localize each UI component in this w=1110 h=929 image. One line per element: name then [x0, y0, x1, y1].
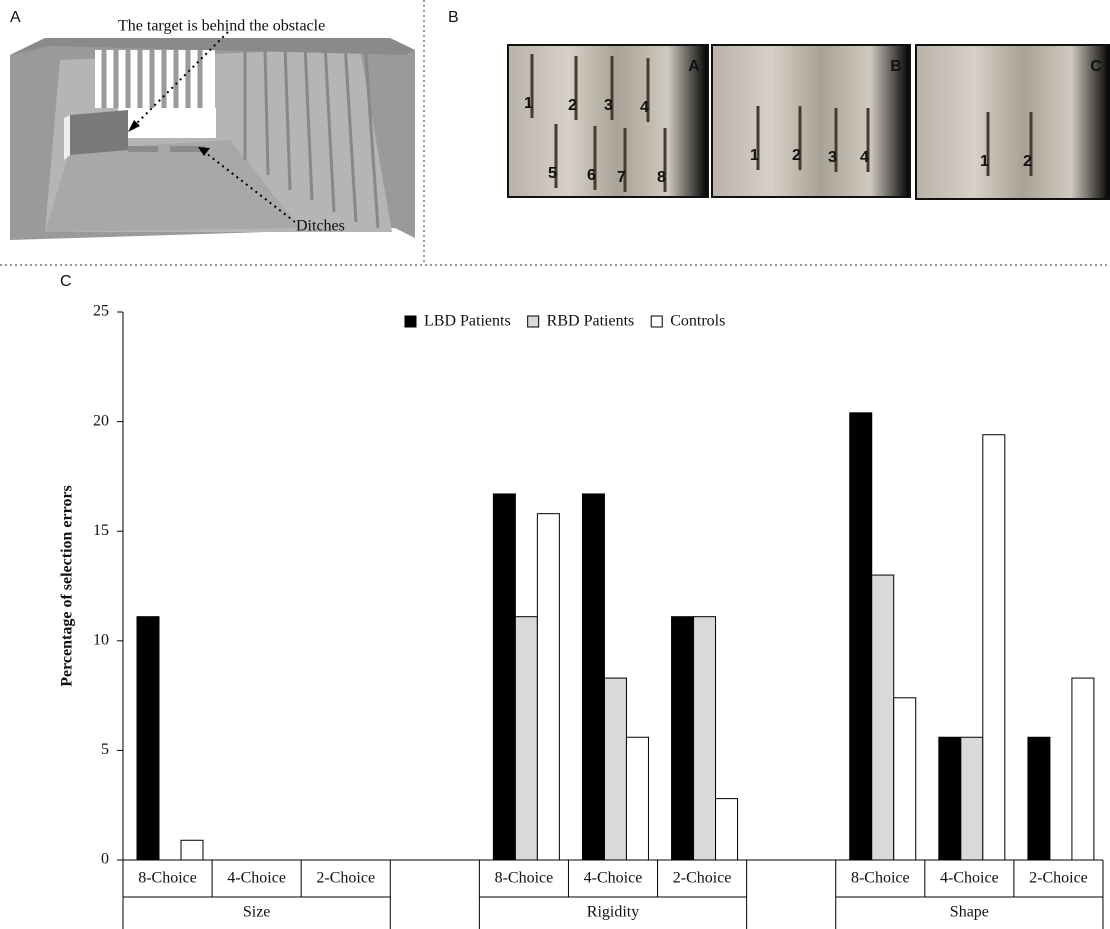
bar [894, 698, 916, 860]
bar [716, 799, 738, 860]
bar-chart: 0 5 10 15 20 25 Percentage of selection errors… [59, 303, 1103, 929]
legend-swatch [528, 316, 539, 327]
bar [672, 617, 694, 860]
photo [916, 45, 1110, 199]
y-tick-label: 10 [93, 631, 109, 648]
panel-label: C [60, 273, 72, 290]
y-axis-label: Percentage of selection errors [59, 485, 76, 687]
photo-label: A [688, 58, 700, 75]
photo-panel: 1 2 3 4 5 6 7 8 A 1 2 3 4 B 1 2 C [508, 45, 1110, 199]
legend-label: Controls [670, 313, 725, 330]
photo-number: 1 [750, 147, 759, 164]
photo-number: 8 [657, 169, 666, 186]
x-tick-label: 2-Choice [316, 870, 375, 887]
photo-number: 7 [617, 169, 626, 186]
x-tick-label: 2-Choice [1029, 870, 1088, 887]
group-label: Rigidity [587, 904, 639, 921]
bar [537, 514, 559, 860]
y-tick-label: 15 [93, 522, 109, 539]
x-tick-label: 4-Choice [227, 870, 286, 887]
photo-number: 2 [568, 97, 577, 114]
bar [1072, 678, 1094, 860]
photo-number: 6 [587, 167, 596, 184]
bar [872, 575, 894, 860]
panel-label: B [448, 9, 459, 26]
bar [1028, 737, 1050, 860]
photo-number: 1 [980, 153, 989, 170]
x-tick-label: 8-Choice [851, 870, 910, 887]
bar [181, 840, 203, 860]
y-tick-label: 5 [101, 741, 109, 758]
bar [694, 617, 716, 860]
figure: A B C The target is behind the obstacle … [0, 0, 1110, 929]
bar [983, 435, 1005, 860]
annotation: Ditches [296, 218, 345, 235]
photo-number: 3 [828, 149, 837, 166]
bar [604, 678, 626, 860]
photo-number: 4 [860, 149, 869, 166]
legend-label: LBD Patients [424, 313, 511, 330]
bar [515, 617, 537, 860]
photo-label: C [1090, 58, 1102, 75]
bar [582, 494, 604, 860]
group-label: Size [243, 904, 271, 921]
legend-swatch [651, 316, 662, 327]
photo-number: 1 [524, 95, 533, 112]
photo-number: 2 [792, 147, 801, 164]
x-tick-label: 4-Choice [584, 870, 643, 887]
photo [508, 45, 708, 197]
x-tick-label: 2-Choice [673, 870, 732, 887]
y-tick-label: 0 [101, 851, 109, 868]
annotation: The target is behind the obstacle [118, 18, 325, 35]
bar [493, 494, 515, 860]
y-tick-label: 25 [93, 303, 109, 320]
photo-label: B [890, 58, 902, 75]
legend-swatch [405, 316, 416, 327]
room-illustration [10, 38, 415, 240]
panel-label: A [10, 9, 21, 26]
bar [626, 737, 648, 860]
photo-number: 4 [640, 99, 649, 116]
bar [850, 413, 872, 860]
photo-number: 2 [1023, 153, 1032, 170]
y-tick-label: 20 [93, 412, 109, 429]
bar [961, 737, 983, 860]
photo-number: 3 [604, 97, 613, 114]
x-tick-label: 8-Choice [495, 870, 554, 887]
x-tick-label: 8-Choice [138, 870, 197, 887]
group-label: Shape [950, 904, 989, 921]
bar [939, 737, 961, 860]
legend-label: RBD Patients [547, 313, 635, 330]
photo-number: 5 [548, 165, 557, 182]
photo [712, 45, 910, 197]
x-tick-label: 4-Choice [940, 870, 999, 887]
bar [137, 617, 159, 860]
